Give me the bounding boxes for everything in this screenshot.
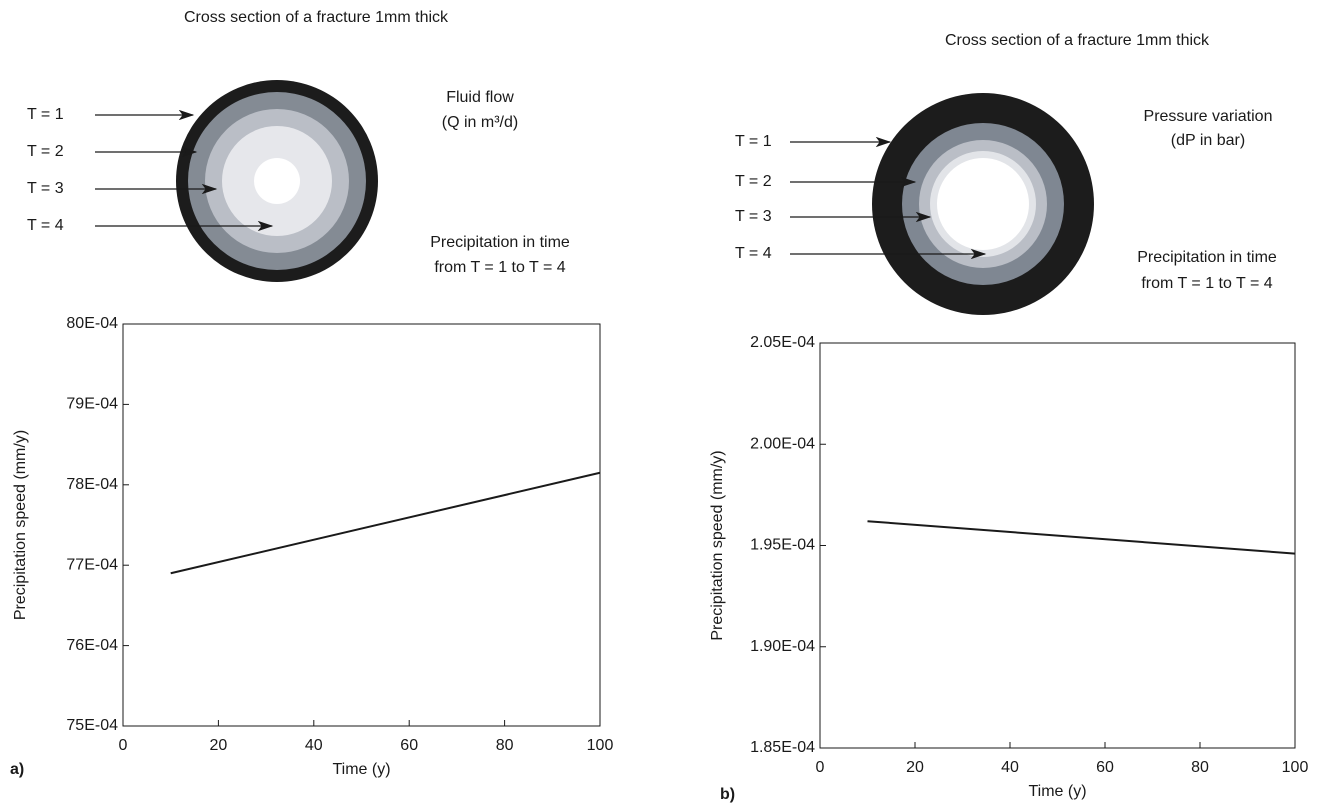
x-tick-label: 0 bbox=[119, 737, 128, 754]
x-tick-label: 60 bbox=[400, 737, 418, 754]
plot-frame bbox=[819, 342, 1296, 749]
time-label: T = 2 bbox=[735, 173, 772, 190]
quantity: (Q in m³/d) bbox=[442, 114, 518, 131]
diagram-title: Cross section of a fracture 1mm thick bbox=[945, 32, 1210, 49]
y-tick-label: 2.05E-04 bbox=[750, 334, 815, 351]
note: from T = 1 to T = 4 bbox=[434, 259, 565, 276]
x-tick-label: 40 bbox=[305, 737, 323, 754]
x-tick-label: 0 bbox=[816, 759, 825, 776]
time-label: T = 1 bbox=[27, 106, 64, 123]
x-tick-label: 80 bbox=[1191, 759, 1209, 776]
note: from T = 1 to T = 4 bbox=[1141, 275, 1272, 292]
panel-label: b) bbox=[720, 786, 735, 803]
y-tick-label: 2.00E-04 bbox=[750, 435, 815, 452]
diagram-title: Cross section of a fracture 1mm thick bbox=[184, 9, 449, 26]
plot-frame bbox=[122, 323, 601, 727]
x-tick-label: 20 bbox=[906, 759, 924, 776]
y-axis-label: Precipitation speed (mm/y) bbox=[12, 430, 29, 620]
y-tick-label: 77E-04 bbox=[66, 556, 118, 573]
quantity: Pressure variation bbox=[1144, 108, 1273, 125]
y-tick-label: 1.85E-04 bbox=[750, 739, 815, 756]
time-label: T = 4 bbox=[27, 217, 64, 234]
time-label: T = 4 bbox=[735, 245, 772, 262]
x-axis-label: Time (y) bbox=[1028, 783, 1086, 800]
ring bbox=[937, 158, 1029, 250]
x-tick-label: 80 bbox=[496, 737, 514, 754]
line bbox=[170, 471, 601, 575]
y-axis-label: Precipitation speed (mm/y) bbox=[709, 450, 726, 640]
y-tick-label: 1.95E-04 bbox=[750, 537, 815, 554]
diagram-b: Cross section of a fracture 1mm thick T … bbox=[735, 32, 1277, 315]
y-tick-label: 79E-04 bbox=[66, 396, 118, 413]
ring bbox=[254, 158, 300, 204]
y-tick-label: 76E-04 bbox=[66, 637, 118, 654]
x-tick-label: 100 bbox=[1282, 759, 1309, 776]
y-tick-label: 1.90E-04 bbox=[750, 638, 815, 655]
quantity: (dP in bar) bbox=[1171, 132, 1245, 149]
x-tick-label: 20 bbox=[210, 737, 228, 754]
x-tick-label: 100 bbox=[587, 737, 614, 754]
y-tick-label: 75E-04 bbox=[66, 717, 118, 734]
note: Precipitation in time bbox=[1137, 249, 1277, 266]
y-tick-label: 78E-04 bbox=[66, 476, 118, 493]
time-label: T = 3 bbox=[27, 180, 64, 197]
y-tick-label: 80E-04 bbox=[66, 315, 118, 332]
x-tick-label: 60 bbox=[1096, 759, 1114, 776]
panel-label: a) bbox=[10, 761, 24, 778]
time-label: T = 1 bbox=[735, 133, 772, 150]
diagram-a: Cross section of a fracture 1mm thick T … bbox=[27, 9, 570, 282]
x-axis-label: Time (y) bbox=[332, 761, 390, 778]
time-label: T = 2 bbox=[27, 143, 64, 160]
line bbox=[867, 520, 1296, 555]
time-label: T = 3 bbox=[735, 208, 772, 225]
quantity: Fluid flow bbox=[446, 89, 514, 106]
note: Precipitation in time bbox=[430, 234, 570, 251]
x-tick-label: 40 bbox=[1001, 759, 1019, 776]
